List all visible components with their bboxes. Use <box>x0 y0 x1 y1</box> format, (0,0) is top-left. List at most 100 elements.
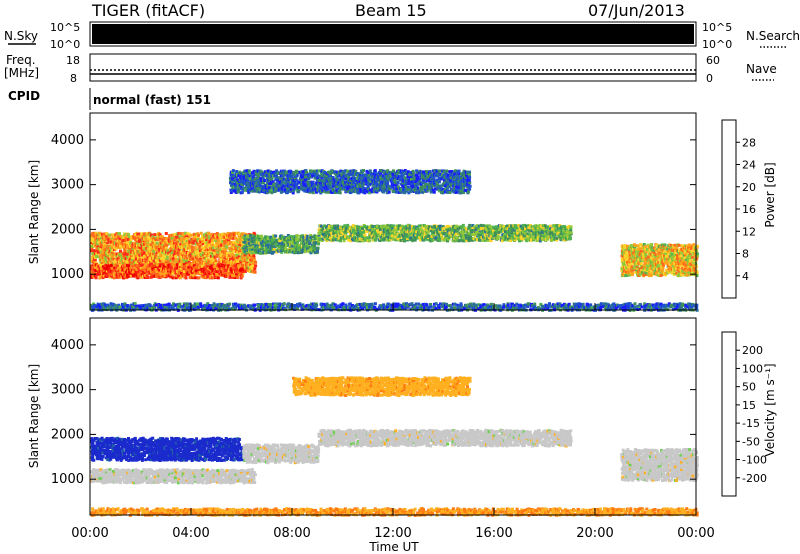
echo-cell <box>159 275 163 279</box>
echo-cell <box>92 237 96 241</box>
echo-cell <box>305 234 309 238</box>
echo-cell <box>316 249 319 253</box>
echo-cell <box>356 225 359 229</box>
echo-cell <box>476 238 479 242</box>
echo-cell <box>393 233 397 237</box>
echo-cell <box>539 224 543 228</box>
echo-cell <box>251 267 255 271</box>
echo-cell <box>316 237 320 241</box>
echo-cell <box>557 227 561 231</box>
echo-cell <box>286 240 290 244</box>
echo-cell <box>311 245 315 249</box>
echo-cell <box>555 228 559 232</box>
echo-cell <box>125 246 129 250</box>
echo-cell <box>518 233 522 237</box>
echo-cell <box>118 264 122 268</box>
echo-cell <box>460 237 464 241</box>
echo-cell <box>304 173 308 176</box>
echo-cell <box>541 226 545 230</box>
echo-cell <box>258 183 262 187</box>
echo-cell <box>270 191 274 195</box>
echo-cell <box>313 244 317 248</box>
echo-cell <box>507 237 511 241</box>
echo-cell <box>269 182 273 186</box>
echo-cell <box>99 255 103 259</box>
echo-cell <box>463 226 467 230</box>
echo-cell <box>228 272 232 275</box>
echo-cell <box>399 238 403 242</box>
echo-cell <box>120 255 124 259</box>
echo-cell <box>155 271 159 275</box>
echo-cell <box>256 183 260 187</box>
echo-cell <box>295 236 298 240</box>
echo-cell <box>155 241 159 245</box>
echo-cell <box>118 241 122 245</box>
echo-cell <box>399 226 403 230</box>
echo-cell <box>400 224 404 228</box>
echo-cell <box>251 178 255 182</box>
echo-cell <box>169 267 173 271</box>
echo-cell <box>105 273 108 277</box>
echo-cell <box>296 237 300 241</box>
echo-cell <box>211 241 214 244</box>
echo-cell <box>244 169 247 173</box>
echo-cell <box>184 231 188 235</box>
echo-cell <box>179 265 182 268</box>
echo-cell <box>249 266 253 270</box>
echo-cell <box>194 242 198 246</box>
echo-cell <box>258 169 262 173</box>
echo-cell <box>232 246 236 250</box>
echo-cell <box>186 257 190 261</box>
echo-cell <box>103 244 107 248</box>
echo-cell <box>344 186 348 190</box>
echo-cell <box>235 258 239 262</box>
echo-cell <box>110 273 114 277</box>
echo-cell <box>432 228 436 232</box>
echo-cell <box>225 265 229 269</box>
echo-cell <box>239 236 243 240</box>
echo-cell <box>194 237 198 241</box>
echo-cell <box>101 276 105 279</box>
echo-cell <box>133 267 137 271</box>
echo-cell <box>124 237 128 241</box>
echo-cell <box>320 230 324 234</box>
echo-cell <box>259 251 262 255</box>
echo-cell <box>151 266 155 270</box>
echo-cell <box>188 263 192 267</box>
echo-cell <box>153 233 157 237</box>
echo-cell <box>156 275 160 279</box>
echo-cell <box>323 185 326 189</box>
echo-cell <box>130 274 134 278</box>
echo-cell <box>146 235 150 239</box>
echo-cell <box>170 261 174 265</box>
echo-cell <box>351 225 355 229</box>
echo-cell <box>313 250 317 254</box>
echo-cell <box>91 231 95 235</box>
echo-cell <box>538 239 542 243</box>
echo-cell <box>303 250 307 254</box>
echo-cell <box>291 191 295 195</box>
echo-cell <box>270 188 274 192</box>
echo-cell <box>200 266 204 270</box>
echo-cell <box>336 183 340 186</box>
echo-cell <box>217 239 221 243</box>
echo-cell <box>234 268 238 272</box>
echo-cell <box>155 246 159 250</box>
echo-cell <box>546 237 550 241</box>
echo-cell <box>307 177 311 181</box>
echo-cell <box>527 238 531 242</box>
echo-cell <box>253 270 257 274</box>
echo-cell <box>129 248 133 252</box>
echo-cell <box>162 255 166 259</box>
echo-cell <box>223 240 227 244</box>
echo-cell <box>267 245 270 249</box>
echo-cell <box>120 241 124 245</box>
echo-cell <box>541 230 545 234</box>
echo-cell <box>272 234 276 238</box>
echo-cell <box>115 268 119 272</box>
echo-cell <box>161 272 165 276</box>
echo-cell <box>382 226 386 230</box>
echo-cell <box>271 174 275 178</box>
echo-cell <box>264 248 268 252</box>
echo-cell <box>324 188 328 192</box>
